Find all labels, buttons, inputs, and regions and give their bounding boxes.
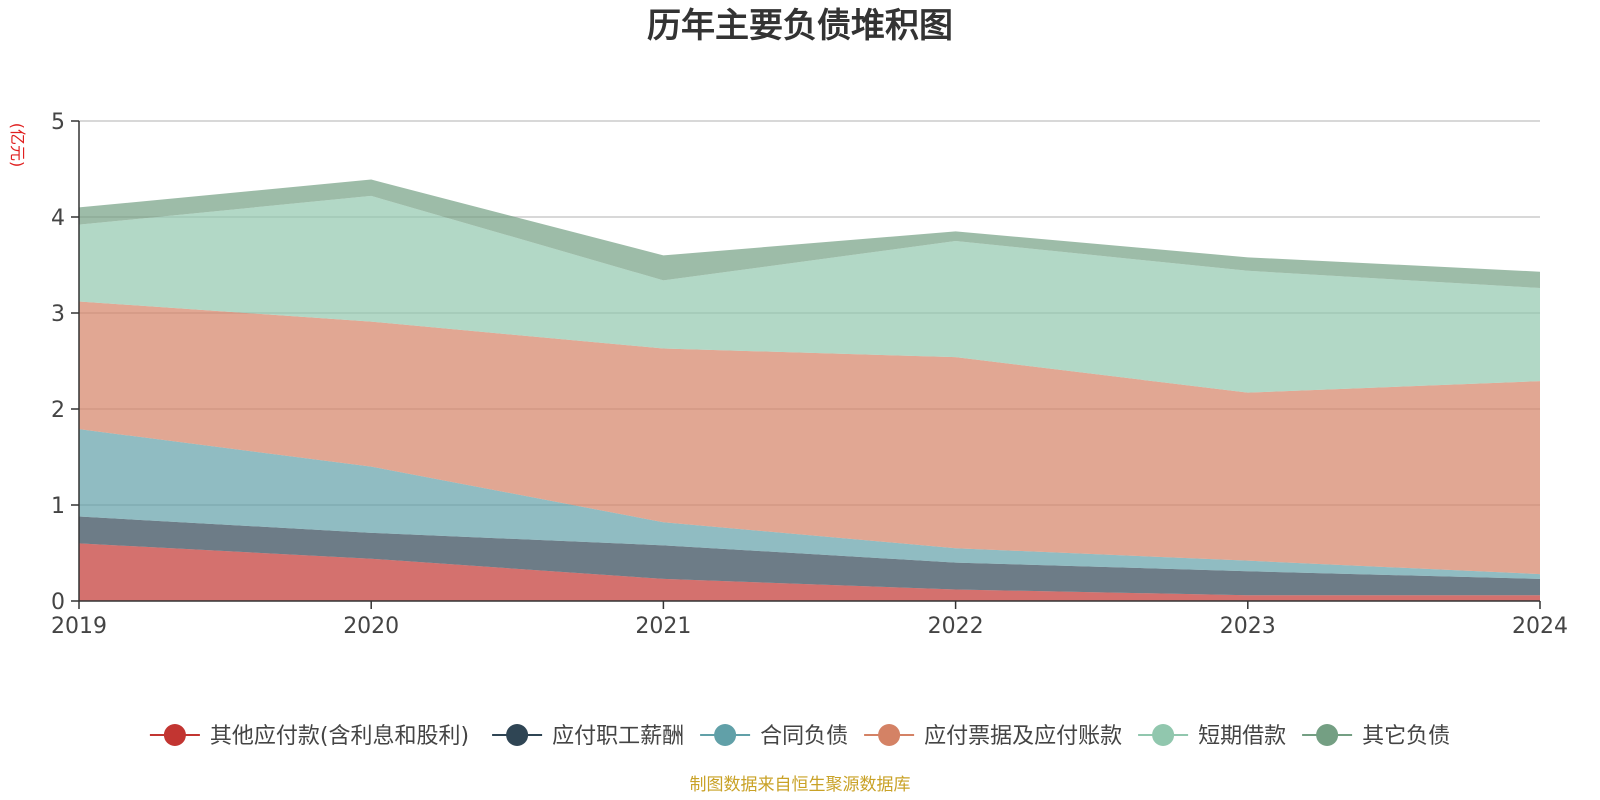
legend-marker xyxy=(1316,724,1339,746)
legend: 其他应付款(含利息和股利) 应付职工薪酬 合同负债 应付票据及应付账款 短期借款 其它负债 xyxy=(149,724,1450,749)
legend-item[interactable]: 应付职工薪酬 xyxy=(492,724,684,749)
legend-marker xyxy=(163,724,186,746)
chart-title: 历年主要负债堆积图 xyxy=(647,6,953,46)
legend-item[interactable]: 应付票据及应付账款 xyxy=(864,724,1122,749)
x-tick-label: 2024 xyxy=(1512,614,1568,639)
y-tick-label: 5 xyxy=(51,110,65,135)
area-series-2 xyxy=(79,516,1540,596)
area-series-layer xyxy=(79,179,1540,601)
area-series-5 xyxy=(79,195,1540,393)
x-tick-label: 2019 xyxy=(51,614,107,639)
legend-item[interactable]: 其它负债 xyxy=(1302,724,1450,749)
area-series-1 xyxy=(79,543,1540,601)
legend-label: 应付票据及应付账款 xyxy=(924,724,1122,749)
legend-item[interactable]: 其他应付款(含利息和股利) xyxy=(149,724,469,749)
legend-marker xyxy=(506,724,529,746)
area-series-4 xyxy=(79,301,1540,575)
legend-label: 其它负债 xyxy=(1362,724,1450,749)
area-series-3 xyxy=(79,429,1540,579)
legend-marker xyxy=(878,724,901,746)
legend-label: 短期借款 xyxy=(1198,724,1286,749)
y-tick-label: 2 xyxy=(51,398,65,423)
legend-item[interactable]: 短期借款 xyxy=(1138,724,1286,749)
x-tick-label: 2021 xyxy=(635,614,691,639)
x-tick-label: 2022 xyxy=(928,614,984,639)
x-tick-label: 2020 xyxy=(343,614,399,639)
x-tick-label: 2023 xyxy=(1220,614,1276,639)
axes: 0 1 2 3 4 5 2019 2020 2021 2022 2023 2024 xyxy=(51,110,1568,639)
area-series-6 xyxy=(79,179,1540,289)
legend-label: 应付职工薪酬 xyxy=(552,724,684,749)
y-tick-label: 0 xyxy=(51,590,65,615)
y-tick-label: 3 xyxy=(51,302,65,327)
legend-item[interactable]: 合同负债 xyxy=(700,724,848,749)
legend-label: 其他应付款(含利息和股利) xyxy=(210,724,469,749)
y-axis-unit-label: (亿元) xyxy=(8,123,27,168)
data-source-note: 制图数据来自恒生聚源数据库 xyxy=(690,775,911,795)
y-tick-label: 1 xyxy=(51,494,65,519)
legend-label: 合同负债 xyxy=(760,724,848,749)
legend-marker xyxy=(1152,724,1175,746)
y-tick-label: 4 xyxy=(51,206,65,231)
legend-marker xyxy=(714,724,737,746)
